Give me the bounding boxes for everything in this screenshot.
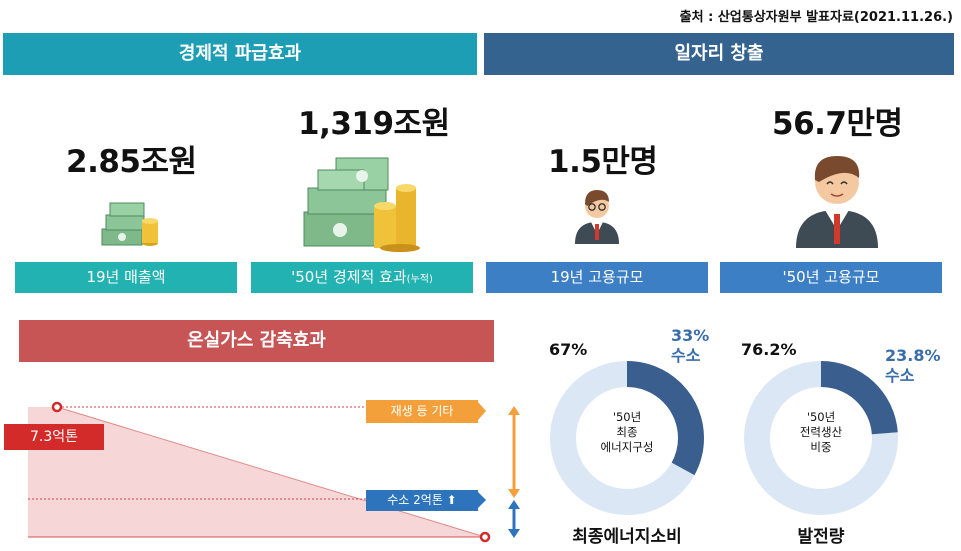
cumulative-note: (누적) — [406, 274, 433, 285]
power-generation-donut — [744, 361, 898, 515]
end-point — [479, 531, 491, 543]
final-energy-donut — [550, 361, 704, 515]
other-sources-tag: 재생 등 기타 — [366, 400, 478, 423]
person-large-icon — [796, 156, 878, 248]
donut2-title: 발전량 — [797, 527, 845, 547]
money-large-icon — [303, 157, 420, 252]
person-small-icon — [575, 190, 619, 244]
donut1-hydrogen-segment — [550, 361, 704, 515]
donut1-hydrogen-name: 수소 — [671, 346, 701, 365]
donut2-center-line2: 전력생산 — [799, 425, 843, 439]
revenue-2019-label: 19년 매출액 — [15, 262, 237, 293]
jobs-banner: 일자리 창출 — [484, 33, 954, 75]
donut2-center-text: '50년 전력생산 비중 — [774, 410, 868, 455]
economic-effect-2050-value: 1,319조원 — [298, 106, 450, 142]
money-small-icon — [101, 202, 158, 246]
donut2-hydrogen-pct: 23.8% — [885, 346, 941, 365]
donut1-hydrogen-pct: 33% — [671, 326, 710, 345]
donut1-center-line2: 최종 — [616, 425, 638, 439]
employment-2050-label: '50년 고용규모 — [720, 262, 942, 293]
donut1-hydrogen-label: 33% 수소 — [671, 326, 709, 366]
employment-2019-label: 19년 고용규모 — [486, 262, 708, 293]
employment-2050-value: 56.7만명 — [772, 106, 903, 142]
source-note: 출처 : 산업통상자원부 발표자료(2021.11.26.) — [679, 10, 953, 25]
donut2-other-pct: 76.2% — [741, 340, 797, 359]
donut2-center-line1: '50년 — [806, 410, 836, 424]
start-value-tag: 7.3억톤 — [4, 424, 104, 450]
donut1-center-text: '50년 최종 에너지구성 — [580, 410, 674, 455]
donut2-hydrogen-label: 23.8% 수소 — [885, 346, 941, 386]
donut1-other-pct: 67% — [549, 340, 588, 359]
donut1-center-line1: '50년 — [612, 410, 642, 424]
revenue-2019-value: 2.85조원 — [66, 144, 197, 180]
start-point — [51, 401, 63, 413]
employment-2019-value: 1.5만명 — [548, 144, 658, 180]
economic-effect-2050-label: '50년 경제적 효과(누적) — [251, 262, 473, 293]
hydrogen-tag: 수소 2억톤 ⬆ — [366, 490, 478, 511]
donut2-hydrogen-name: 수소 — [885, 366, 915, 385]
economic-banner: 경제적 파급효과 — [3, 33, 477, 75]
donut2-hydrogen-segment — [744, 361, 898, 515]
economic-effect-2050-label-text: '50년 경제적 효과 — [291, 268, 407, 286]
reduction-line — [56, 406, 486, 538]
donut1-center-line3: 에너지구성 — [600, 440, 654, 454]
donut1-title: 최종에너지소비 — [572, 527, 682, 547]
donut2-center-line3: 비중 — [810, 440, 832, 454]
ghg-banner: 온실가스 감축효과 — [19, 320, 494, 362]
